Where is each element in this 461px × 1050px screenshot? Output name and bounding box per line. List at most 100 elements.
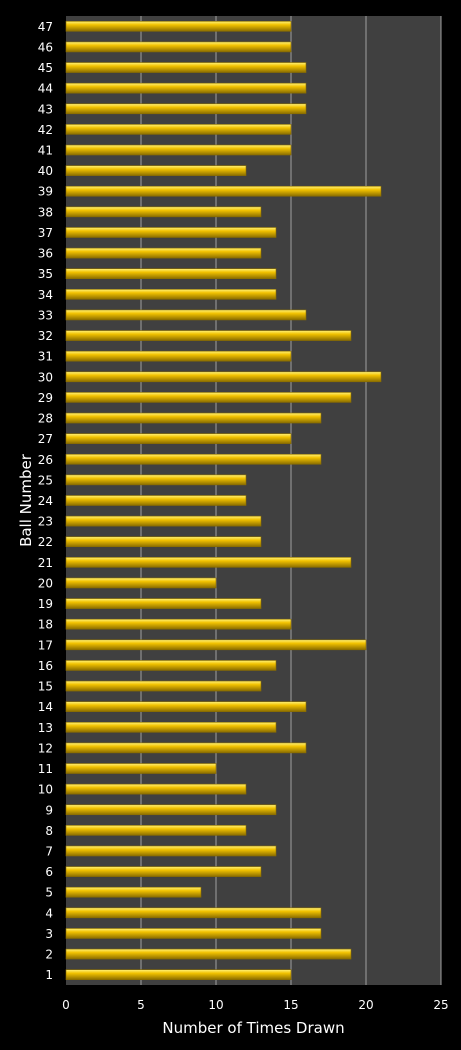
- y-tick-label: 46: [38, 40, 53, 54]
- bar-ball-8: [65, 825, 247, 836]
- y-tick-label: 26: [38, 453, 53, 467]
- y-tick-label: 34: [38, 288, 53, 302]
- bar-ball-18: [65, 618, 292, 630]
- x-tick-label: 10: [208, 998, 223, 1012]
- bar-ball-13: [65, 721, 277, 733]
- bar-ball-44: [65, 82, 307, 94]
- x-tick-label: 25: [433, 998, 448, 1012]
- y-tick-label: 31: [38, 350, 53, 364]
- bar-ball-10: [65, 783, 247, 795]
- y-tick-label: 41: [38, 144, 53, 158]
- bar-ball-25: [65, 474, 247, 486]
- y-axis-title: Ball Number: [17, 453, 35, 547]
- y-tick-label: 25: [38, 473, 53, 487]
- bar-ball-42: [65, 124, 292, 135]
- y-tick-label: 28: [38, 412, 53, 426]
- y-tick-label: 1: [45, 968, 53, 982]
- bar-ball-4: [65, 907, 322, 919]
- bar-ball-2: [65, 948, 352, 960]
- bar-ball-32: [65, 330, 352, 341]
- bar-ball-43: [65, 103, 307, 115]
- bar-ball-46: [65, 41, 292, 53]
- bar-ball-20: [65, 577, 217, 589]
- y-tick-label: 3: [45, 927, 53, 941]
- y-tick-label: 35: [38, 267, 53, 281]
- bar-ball-39: [65, 185, 382, 197]
- bar-ball-22: [65, 536, 262, 548]
- bar-ball-28: [65, 412, 322, 424]
- x-tick-label: 0: [62, 998, 70, 1012]
- bar-ball-5: [65, 886, 202, 898]
- y-tick-label: 37: [38, 226, 53, 240]
- y-tick-label: 16: [38, 659, 53, 673]
- y-tick-label: 14: [38, 700, 53, 714]
- y-tick-label: 22: [38, 535, 53, 549]
- x-tick-label: 15: [283, 998, 298, 1012]
- bar-ball-26: [65, 453, 322, 465]
- y-tick-label: 47: [38, 20, 53, 34]
- x-axis-title: Number of Times Drawn: [162, 1019, 344, 1037]
- y-tick-label: 44: [38, 82, 53, 96]
- bar-ball-30: [65, 371, 382, 383]
- y-tick-label: 42: [38, 123, 53, 137]
- bar-ball-1: [65, 969, 292, 980]
- bar-ball-14: [65, 701, 307, 712]
- bar-ball-19: [65, 598, 262, 609]
- y-tick-label: 24: [38, 494, 53, 508]
- y-tick-label: 39: [38, 185, 53, 199]
- y-tick-label: 20: [38, 576, 53, 590]
- y-tick-label: 38: [38, 205, 53, 219]
- bar-ball-36: [65, 247, 262, 259]
- y-tick-label: 33: [38, 308, 53, 322]
- y-tick-label: 13: [38, 721, 53, 735]
- y-tick-label: 15: [38, 680, 53, 694]
- y-tick-label: 4: [45, 906, 53, 920]
- bar-ball-7: [65, 845, 277, 857]
- bar-ball-29: [65, 392, 352, 403]
- bar-ball-33: [65, 309, 307, 321]
- bar-ball-21: [65, 557, 352, 568]
- bar-ball-16: [65, 660, 277, 671]
- y-tick-label: 30: [38, 370, 53, 384]
- x-tick-label: 5: [137, 998, 145, 1012]
- bar-ball-40: [65, 165, 247, 176]
- y-tick-label: 17: [38, 638, 53, 652]
- y-tick-label: 2: [45, 948, 53, 962]
- y-tick-label: 9: [45, 803, 53, 817]
- bars: [65, 21, 382, 980]
- y-tick-label: 21: [38, 556, 53, 570]
- bar-ball-23: [65, 515, 262, 527]
- y-tick-label: 23: [38, 515, 53, 529]
- bar-ball-38: [65, 206, 262, 218]
- bar-ball-37: [65, 227, 277, 238]
- bar-ball-24: [65, 495, 247, 506]
- bar-ball-41: [65, 144, 292, 156]
- y-tick-label: 40: [38, 164, 53, 178]
- y-tick-label: 6: [45, 865, 53, 879]
- bar-ball-35: [65, 268, 277, 280]
- bar-ball-3: [65, 928, 322, 939]
- y-tick-label: 36: [38, 247, 53, 261]
- bar-ball-45: [65, 62, 307, 73]
- bar-ball-6: [65, 866, 262, 877]
- bar-ball-47: [65, 21, 292, 32]
- x-tick-label: 20: [358, 998, 373, 1012]
- y-tick-label: 12: [38, 741, 53, 755]
- y-tick-labels: 1234567891011121314151617181920212223242…: [38, 20, 53, 982]
- y-tick-label: 29: [38, 391, 53, 405]
- y-tick-label: 5: [45, 886, 53, 900]
- bar-ball-15: [65, 680, 262, 692]
- bar-ball-27: [65, 433, 292, 444]
- y-tick-label: 7: [45, 844, 53, 858]
- bar-ball-12: [65, 742, 307, 754]
- y-tick-label: 32: [38, 329, 53, 343]
- bar-ball-31: [65, 350, 292, 362]
- y-tick-label: 18: [38, 618, 53, 632]
- y-tick-label: 19: [38, 597, 53, 611]
- y-tick-label: 43: [38, 102, 53, 116]
- y-tick-label: 8: [45, 824, 53, 838]
- bar-ball-9: [65, 804, 277, 816]
- y-tick-label: 27: [38, 432, 53, 446]
- x-tick-labels: 0 5 10 15 20 25: [62, 998, 448, 1012]
